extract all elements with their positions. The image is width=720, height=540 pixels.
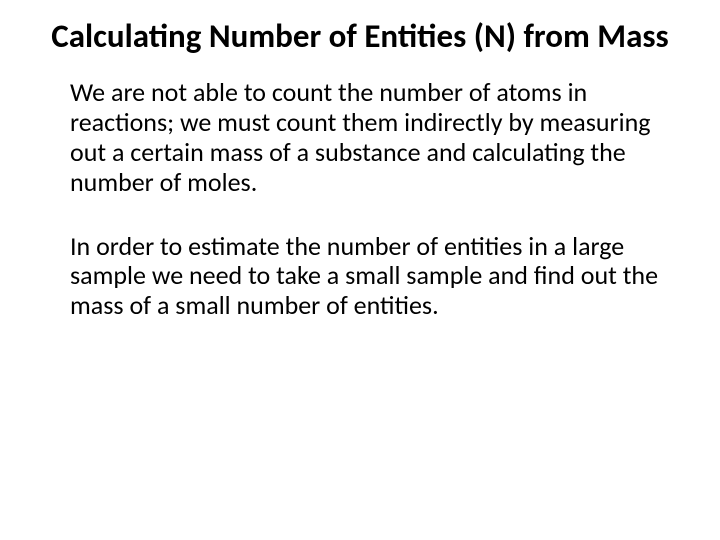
list-item: We are not able to count the number of a… (48, 78, 682, 198)
bullet-list: We are not able to count the number of a… (38, 78, 682, 321)
slide: Calculating Number of Entities (N) from … (0, 0, 720, 540)
diamond-bullet-icon (48, 84, 66, 102)
bullet-text: In order to estimate the number of entit… (70, 232, 682, 322)
list-item: In order to estimate the number of entit… (48, 232, 682, 322)
diamond-bullet-icon (48, 238, 66, 256)
slide-title: Calculating Number of Entities (N) from … (38, 18, 682, 56)
bullet-text: We are not able to count the number of a… (70, 78, 682, 198)
